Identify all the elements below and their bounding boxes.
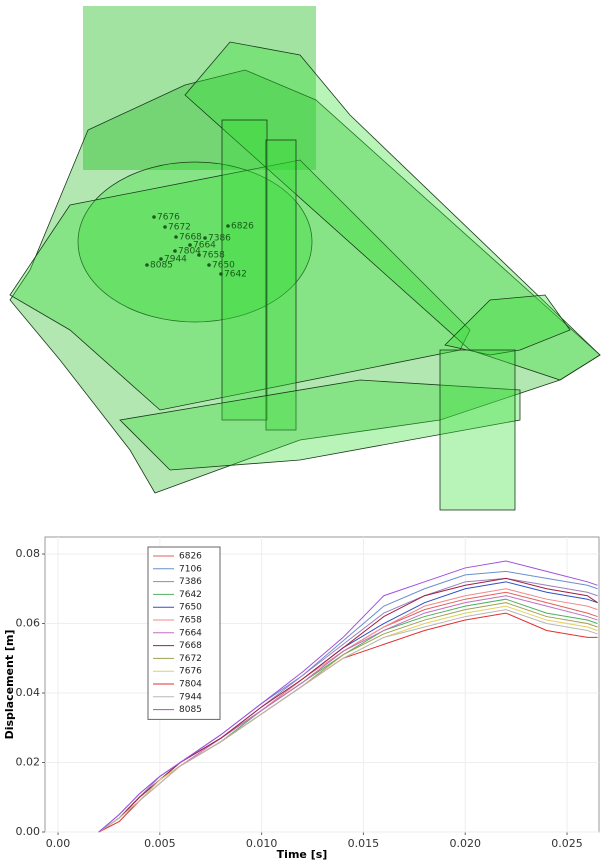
x-tick-label: 0.020 xyxy=(449,837,481,850)
legend-label: 7672 xyxy=(179,654,202,664)
y-tick-label: 0.02 xyxy=(16,756,41,769)
legend-label: 7804 xyxy=(179,680,202,690)
node-label: 6826 xyxy=(231,222,254,232)
y-tick-label: 0.08 xyxy=(16,547,41,560)
legend-label: 7650 xyxy=(179,603,202,613)
legend-label: 7106 xyxy=(179,564,202,574)
node-label: 8085 xyxy=(150,261,173,271)
x-tick-label: 0.015 xyxy=(348,837,380,850)
node-dot xyxy=(219,272,223,276)
y-axis-title: Displacement [m] xyxy=(3,630,16,740)
node-dot xyxy=(173,249,177,253)
legend-label: 8085 xyxy=(179,705,202,715)
y-tick-label: 0.06 xyxy=(16,617,41,630)
node-label: 7676 xyxy=(157,213,180,223)
node-dot xyxy=(174,235,178,239)
column xyxy=(266,140,296,430)
legend-label: 7944 xyxy=(179,692,202,702)
x-tick-label: 0.025 xyxy=(551,837,583,850)
node-label: 7658 xyxy=(202,251,225,261)
column xyxy=(440,350,515,510)
node-dot xyxy=(207,263,211,267)
node-dot xyxy=(226,224,230,228)
legend-label: 7668 xyxy=(179,641,202,651)
legend-label: 7658 xyxy=(179,616,202,626)
page: 7676767276686826738676647804794476588085… xyxy=(0,0,601,863)
screen: 7676767276686826738676647804794476588085… xyxy=(0,0,601,863)
x-tick-label: 0.005 xyxy=(144,837,176,850)
legend-label: 7676 xyxy=(179,667,202,677)
legend-label: 7386 xyxy=(179,577,202,587)
node-dot xyxy=(163,225,167,229)
node-label: 7642 xyxy=(224,270,247,280)
legend-label: 6826 xyxy=(179,552,202,562)
chart: 0.00 0.005 0.010 0.015 0.020 0.025 0.00 0.02 0.0… xyxy=(3,537,599,861)
x-tick-label: 0.00 xyxy=(46,837,71,850)
node-dot xyxy=(145,263,149,267)
y-tick-label: 0.04 xyxy=(16,686,41,699)
legend-label: 7642 xyxy=(179,590,202,600)
x-axis-title: Time [s] xyxy=(277,848,328,861)
node-label: 7672 xyxy=(168,223,191,233)
node-dot xyxy=(197,253,201,257)
legend-label: 7664 xyxy=(179,628,202,638)
node-dot xyxy=(152,215,156,219)
y-tick-label: 0.00 xyxy=(16,825,41,838)
x-tick-label: 0.010 xyxy=(246,837,278,850)
node-dot xyxy=(203,236,207,240)
